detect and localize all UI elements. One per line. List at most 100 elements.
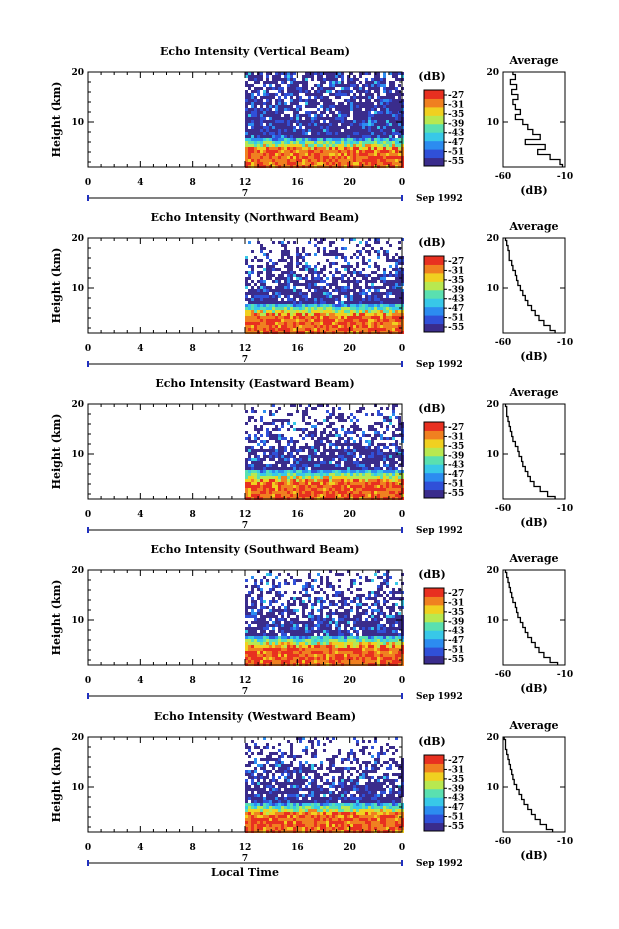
heat-cell bbox=[302, 458, 305, 461]
heat-cell bbox=[269, 72, 272, 75]
heat-cell bbox=[398, 464, 401, 467]
heat-cell bbox=[329, 111, 332, 114]
heat-cell bbox=[272, 280, 275, 283]
heat-cell bbox=[332, 488, 335, 491]
heat-cell bbox=[248, 132, 251, 135]
heat-cell bbox=[320, 328, 323, 331]
heat-cell bbox=[338, 615, 341, 618]
heat-cell bbox=[317, 624, 320, 627]
heat-cell bbox=[269, 413, 272, 416]
heat-cell bbox=[377, 144, 380, 147]
heat-cell bbox=[329, 328, 332, 331]
heat-cell bbox=[278, 295, 281, 298]
heat-cell bbox=[383, 274, 386, 277]
heat-cell bbox=[359, 99, 362, 102]
heat-cell bbox=[353, 156, 356, 159]
average-frame bbox=[502, 71, 566, 168]
heat-cell bbox=[278, 582, 281, 585]
heat-cell bbox=[287, 473, 290, 476]
heat-cell bbox=[311, 304, 314, 307]
heat-cell bbox=[314, 96, 317, 99]
heat-cell bbox=[305, 159, 308, 162]
heat-cell bbox=[371, 159, 374, 162]
heat-cell bbox=[317, 123, 320, 126]
heat-cell bbox=[365, 141, 368, 144]
heat-cell bbox=[275, 482, 278, 485]
heat-cell bbox=[260, 328, 263, 331]
heat-cell bbox=[278, 286, 281, 289]
heat-cell bbox=[335, 630, 338, 633]
heat-cell bbox=[398, 108, 401, 111]
heat-cell bbox=[350, 238, 353, 241]
heat-cell bbox=[359, 81, 362, 84]
heat-cell bbox=[281, 464, 284, 467]
heat-cell bbox=[392, 111, 395, 114]
heat-cell bbox=[320, 132, 323, 135]
heat-cell bbox=[248, 449, 251, 452]
heat-cell bbox=[254, 129, 257, 132]
heat-cell bbox=[266, 271, 269, 274]
heat-cell bbox=[371, 120, 374, 123]
heat-cell bbox=[314, 126, 317, 129]
heat-cell bbox=[248, 458, 251, 461]
heat-cell bbox=[392, 621, 395, 624]
heat-cell bbox=[335, 488, 338, 491]
heat-cell bbox=[275, 126, 278, 129]
heat-cell bbox=[284, 618, 287, 621]
heat-cell bbox=[365, 491, 368, 494]
heat-cell bbox=[368, 428, 371, 431]
heat-cell bbox=[335, 268, 338, 271]
heat-cell bbox=[245, 304, 248, 307]
heat-cell bbox=[332, 588, 335, 591]
heat-cell bbox=[299, 126, 302, 129]
heat-cell bbox=[269, 259, 272, 262]
heat-cell bbox=[257, 476, 260, 479]
heat-cell bbox=[269, 470, 272, 473]
heat-cell bbox=[257, 286, 260, 289]
heat-cell bbox=[365, 147, 368, 150]
heat-cell bbox=[344, 455, 347, 458]
heat-cell bbox=[293, 84, 296, 87]
heat-cell bbox=[353, 422, 356, 425]
heat-cell bbox=[326, 579, 329, 582]
heat-cell bbox=[272, 313, 275, 316]
x-tick-label: 4 bbox=[137, 344, 143, 354]
heat-cell bbox=[359, 135, 362, 138]
heat-cell bbox=[344, 280, 347, 283]
heat-cell bbox=[323, 325, 326, 328]
heat-cell bbox=[266, 298, 269, 301]
heat-cell bbox=[311, 117, 314, 120]
heat-cell bbox=[314, 597, 317, 600]
heat-cell bbox=[320, 310, 323, 313]
heat-cell bbox=[374, 111, 377, 114]
heat-cell bbox=[371, 108, 374, 111]
heat-cell bbox=[380, 274, 383, 277]
heat-cell bbox=[347, 90, 350, 93]
heat-cell bbox=[260, 594, 263, 597]
heat-cell bbox=[299, 307, 302, 310]
heat-cell bbox=[323, 301, 326, 304]
heat-cell bbox=[296, 621, 299, 624]
heat-cell bbox=[329, 87, 332, 90]
heat-cell bbox=[389, 488, 392, 491]
heat-cell bbox=[293, 491, 296, 494]
heat-cell bbox=[293, 600, 296, 603]
heat-cell bbox=[308, 573, 311, 576]
heat-cell bbox=[332, 494, 335, 497]
heat-cell bbox=[260, 150, 263, 153]
heat-cell bbox=[356, 573, 359, 576]
heat-cell bbox=[311, 132, 314, 135]
heat-cell bbox=[290, 488, 293, 491]
heat-cell bbox=[287, 144, 290, 147]
heat-cell bbox=[338, 319, 341, 322]
heat-cell bbox=[365, 482, 368, 485]
heat-cell bbox=[377, 585, 380, 588]
heat-cell bbox=[251, 84, 254, 87]
heat-cell bbox=[287, 603, 290, 606]
heat-cell bbox=[266, 90, 269, 93]
heat-cell bbox=[263, 289, 266, 292]
heat-cell bbox=[263, 422, 266, 425]
heat-cell bbox=[245, 600, 248, 603]
heat-cell bbox=[371, 440, 374, 443]
heat-cell bbox=[275, 428, 278, 431]
